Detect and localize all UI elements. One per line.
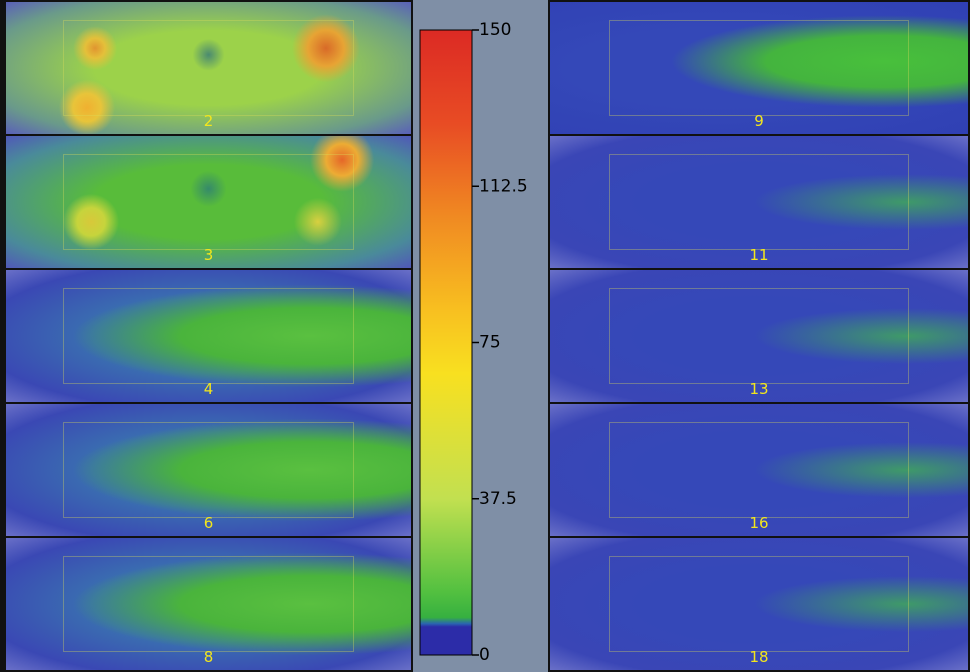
panel-label: 9 [550, 112, 968, 130]
tick-label: 75 [479, 333, 501, 353]
panel-label: 3 [6, 246, 411, 264]
box-outline [609, 154, 910, 249]
right-column: 9 11 13 16 18 [550, 0, 968, 670]
box-outline [609, 288, 910, 383]
panel-label: 11 [550, 246, 968, 264]
heatmap-panel: 11 [550, 136, 968, 268]
tick-label: 37.5 [479, 489, 517, 509]
tick-label: 112.5 [479, 176, 528, 196]
box-outline [63, 422, 355, 517]
box-outline [63, 20, 355, 115]
heatmap-panel: 6 [6, 404, 411, 536]
panel-label: 8 [6, 648, 411, 666]
panel-label: 2 [6, 112, 411, 130]
heatmap-panel: 4 [6, 270, 411, 402]
heatmap-panel: 9 [550, 2, 968, 134]
box-outline [609, 556, 910, 651]
heatmap-panel: 3 [6, 136, 411, 268]
heatmap-panel: 2 [6, 2, 411, 134]
tick-label: 150 [479, 20, 511, 40]
colorbar-scale [420, 30, 472, 655]
box-outline [63, 154, 355, 249]
colorbar: 0 37.5 75 112.5 150 [413, 0, 548, 672]
heatmap-panel: 16 [550, 404, 968, 536]
box-outline [63, 556, 355, 651]
panel-label: 16 [550, 514, 968, 532]
panel-label: 6 [6, 514, 411, 532]
tick-label: 0 [479, 645, 490, 665]
panel-label: 18 [550, 648, 968, 666]
box-outline [609, 20, 910, 115]
colorbar-panel: 0 37.5 75 112.5 150 [413, 0, 548, 672]
panel-label: 13 [550, 380, 968, 398]
heatmap-panel: 13 [550, 270, 968, 402]
figure: 2 3 4 6 8 0 37.5 75 112.5 150 9 [0, 0, 970, 672]
box-outline [609, 422, 910, 517]
heatmap-panel: 8 [6, 538, 411, 670]
panel-label: 4 [6, 380, 411, 398]
heatmap-panel: 18 [550, 538, 968, 670]
box-outline [63, 288, 355, 383]
left-column: 2 3 4 6 8 [6, 0, 411, 670]
